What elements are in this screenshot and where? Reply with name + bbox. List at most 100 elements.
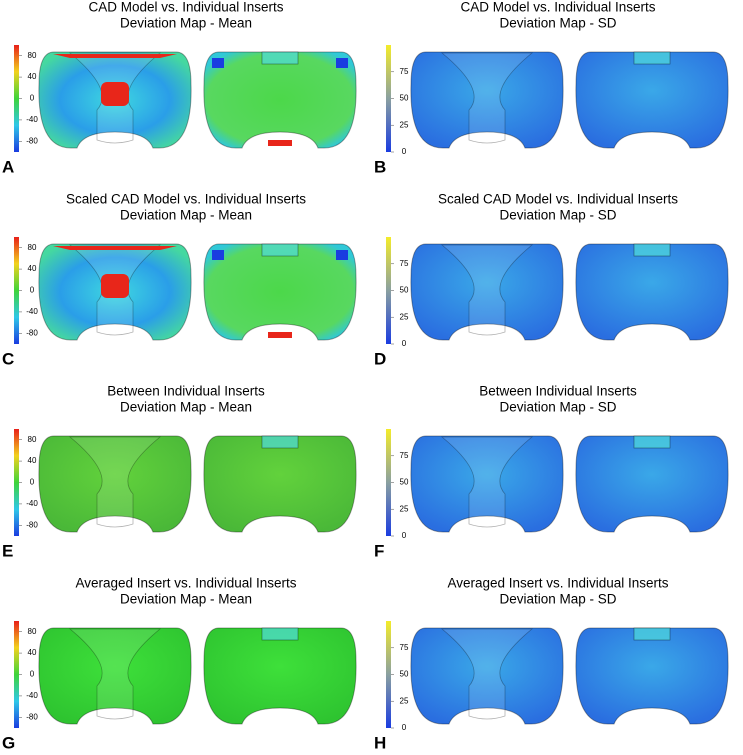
panel-subtitle: Deviation Map - SD bbox=[499, 592, 616, 607]
colorbar-tick-label: -80 bbox=[26, 328, 38, 337]
insert-render bbox=[575, 51, 729, 149]
colorbar-tick-label: -80 bbox=[26, 520, 38, 529]
cold-spot bbox=[212, 58, 224, 68]
insert-eminence bbox=[440, 628, 534, 720]
colorbar-tick-label: 80 bbox=[28, 435, 37, 444]
colorbar bbox=[386, 429, 391, 536]
panel-subtitle: Deviation Map - SD bbox=[499, 16, 616, 31]
panel-title: Scaled CAD Model vs. Individual Inserts bbox=[438, 192, 678, 207]
hot-spot bbox=[268, 332, 292, 338]
colorbar bbox=[386, 237, 391, 344]
insert-render bbox=[203, 51, 357, 149]
panel-letter: A bbox=[2, 157, 14, 176]
panel-subtitle: Deviation Map - Mean bbox=[120, 592, 252, 607]
colorbar-tick-label: 50 bbox=[400, 94, 409, 103]
panel-letter: C bbox=[2, 349, 14, 368]
hot-spot bbox=[101, 274, 129, 298]
panel-subtitle: Deviation Map - SD bbox=[499, 208, 616, 223]
panel-title: Scaled CAD Model vs. Individual Inserts bbox=[66, 192, 306, 207]
insert-render bbox=[575, 435, 729, 533]
panel-subtitle: Deviation Map - SD bbox=[499, 400, 616, 415]
insert-render bbox=[410, 627, 564, 725]
colorbar-tick-label: 0 bbox=[30, 286, 35, 295]
cold-spot bbox=[336, 250, 348, 260]
colorbar bbox=[14, 45, 19, 152]
hot-band bbox=[53, 246, 177, 250]
panel-title: Between Individual Inserts bbox=[107, 384, 265, 399]
hot-band bbox=[53, 54, 177, 58]
colorbar-tick-label: 25 bbox=[400, 312, 409, 321]
panel-subtitle: Deviation Map - Mean bbox=[120, 400, 252, 415]
colorbar-tick-label: 0 bbox=[30, 478, 35, 487]
colorbar bbox=[14, 621, 19, 728]
insert-notch bbox=[261, 51, 299, 65]
panel: CAD Model vs. Individual InsertsDeviatio… bbox=[2, 0, 357, 176]
insert-render bbox=[38, 435, 192, 533]
insert-render bbox=[575, 243, 729, 341]
colorbar bbox=[14, 237, 19, 344]
insert-eminence bbox=[68, 628, 162, 720]
colorbar-tick-label: -40 bbox=[26, 499, 38, 508]
panel-letter: B bbox=[374, 157, 386, 176]
insert-eminence bbox=[440, 244, 534, 336]
colorbar-tick-label: 25 bbox=[400, 120, 409, 129]
insert-render bbox=[410, 435, 564, 533]
colorbar-tick-label: 50 bbox=[400, 670, 409, 679]
colorbar-tick-label: 0 bbox=[30, 94, 35, 103]
insert-notch bbox=[633, 627, 671, 641]
cold-spot bbox=[212, 250, 224, 260]
colorbar-tick-label: 25 bbox=[400, 504, 409, 513]
colorbar-tick-label: 40 bbox=[28, 456, 37, 465]
insert-render bbox=[38, 627, 192, 725]
colorbar-tick-label: -40 bbox=[26, 307, 38, 316]
colorbar-tick-label: 75 bbox=[400, 643, 409, 652]
panel-letter: F bbox=[374, 541, 384, 560]
hot-spot bbox=[101, 82, 129, 106]
insert-render bbox=[410, 243, 564, 341]
colorbar-tick-label: -80 bbox=[26, 712, 38, 721]
panel-title: Averaged Insert vs. Individual Inserts bbox=[447, 576, 668, 591]
colorbar-tick-label: 0 bbox=[402, 147, 407, 156]
insert-render bbox=[203, 627, 357, 725]
colorbar-tick-label: 80 bbox=[28, 51, 37, 60]
colorbar-tick-label: 75 bbox=[400, 67, 409, 76]
colorbar-tick-label: 40 bbox=[28, 72, 37, 81]
panel-letter: H bbox=[374, 733, 386, 752]
cold-spot bbox=[336, 58, 348, 68]
colorbar-tick-label: 0 bbox=[402, 339, 407, 348]
colorbar-tick-label: 40 bbox=[28, 648, 37, 657]
panel-subtitle: Deviation Map - Mean bbox=[120, 16, 252, 31]
panel-letter: D bbox=[374, 349, 386, 368]
panel-subtitle: Deviation Map - Mean bbox=[120, 208, 252, 223]
insert-render bbox=[575, 627, 729, 725]
colorbar-tick-label: 75 bbox=[400, 451, 409, 460]
insert-eminence bbox=[440, 52, 534, 144]
insert-render bbox=[410, 51, 564, 149]
panel: CAD Model vs. Individual InsertsDeviatio… bbox=[374, 0, 729, 176]
colorbar-tick-label: 50 bbox=[400, 478, 409, 487]
colorbar-tick-label: -40 bbox=[26, 691, 38, 700]
panel-title: CAD Model vs. Individual Inserts bbox=[460, 0, 655, 15]
panel-title: Between Individual Inserts bbox=[479, 384, 637, 399]
insert-eminence bbox=[440, 436, 534, 528]
insert-render bbox=[203, 243, 357, 341]
colorbar-tick-label: 0 bbox=[402, 531, 407, 540]
colorbar-tick-label: -40 bbox=[26, 115, 38, 124]
colorbar-tick-label: 0 bbox=[30, 670, 35, 679]
panel: Scaled CAD Model vs. Individual InsertsD… bbox=[374, 192, 729, 368]
insert-notch bbox=[633, 435, 671, 449]
colorbar-tick-label: 25 bbox=[400, 696, 409, 705]
panel-title: CAD Model vs. Individual Inserts bbox=[88, 0, 283, 15]
colorbar-tick-label: 80 bbox=[28, 627, 37, 636]
colorbar-tick-label: 40 bbox=[28, 264, 37, 273]
colorbar-tick-label: 50 bbox=[400, 286, 409, 295]
insert-notch bbox=[633, 243, 671, 257]
insert-notch bbox=[261, 627, 299, 641]
colorbar-tick-label: -80 bbox=[26, 136, 38, 145]
insert-notch bbox=[261, 243, 299, 257]
insert-notch bbox=[633, 51, 671, 65]
colorbar bbox=[386, 621, 391, 728]
panel-title: Averaged Insert vs. Individual Inserts bbox=[75, 576, 296, 591]
